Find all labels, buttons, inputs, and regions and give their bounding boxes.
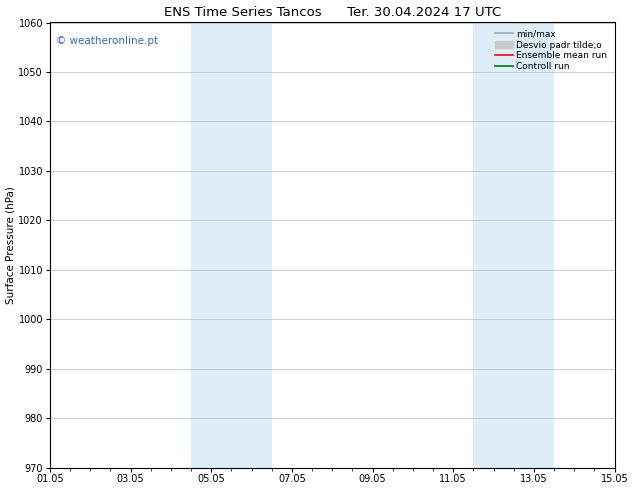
Legend: min/max, Desvio padr tilde;o, Ensemble mean run, Controll run: min/max, Desvio padr tilde;o, Ensemble m…	[492, 27, 610, 74]
Bar	[191, 23, 272, 467]
Y-axis label: Surface Pressure (hPa): Surface Pressure (hPa)	[6, 186, 16, 304]
Bar	[474, 23, 554, 467]
Text: © weatheronline.pt: © weatheronline.pt	[56, 36, 158, 46]
Title: ENS Time Series Tancos      Ter. 30.04.2024 17 UTC: ENS Time Series Tancos Ter. 30.04.2024 1…	[164, 5, 501, 19]
